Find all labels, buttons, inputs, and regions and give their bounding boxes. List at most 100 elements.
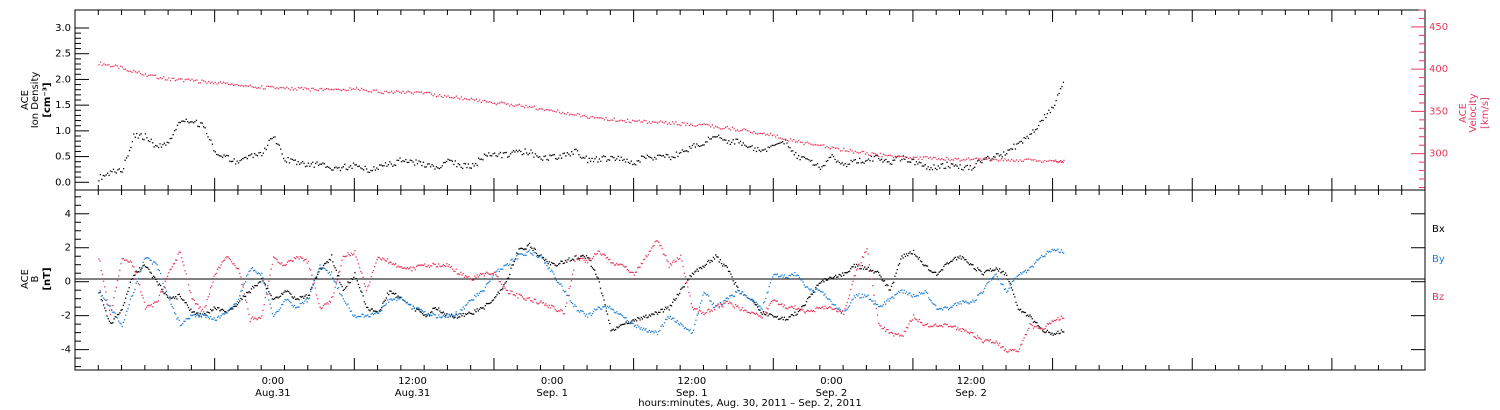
- by-point: [357, 315, 360, 318]
- density-point: [344, 163, 346, 165]
- bz-point: [357, 263, 360, 265]
- velocity-point: [472, 98, 474, 101]
- by-point: [853, 295, 855, 297]
- velocity-point: [219, 81, 221, 83]
- by-point: [502, 268, 504, 270]
- density-point: [636, 160, 638, 162]
- bx-point: [1006, 274, 1008, 277]
- bz-point: [626, 268, 628, 271]
- bz-point: [697, 311, 699, 313]
- bx-point: [789, 316, 791, 318]
- density-point: [371, 169, 374, 172]
- density-point: [243, 156, 246, 159]
- bx-point: [847, 271, 850, 273]
- by-point: [182, 323, 184, 325]
- bx-point: [417, 308, 419, 310]
- bz-point: [219, 267, 221, 269]
- by-point: [1053, 248, 1056, 251]
- bz-point: [633, 274, 635, 276]
- density-point: [117, 169, 119, 171]
- by-point: [507, 264, 510, 267]
- density-point: [968, 168, 970, 171]
- bz-point: [881, 327, 883, 330]
- bx-point: [467, 312, 469, 315]
- bx-point: [713, 258, 716, 260]
- bz-point: [609, 258, 611, 261]
- by-point: [965, 300, 967, 302]
- velocity-point: [404, 92, 406, 95]
- velocity-point: [572, 114, 574, 116]
- velocity-point: [143, 74, 145, 76]
- bx-point: [550, 261, 553, 264]
- by-point: [200, 316, 202, 318]
- bx-point: [219, 310, 221, 312]
- bx-point: [125, 297, 127, 299]
- velocity-point: [901, 155, 903, 157]
- by-point: [317, 271, 319, 273]
- bz-point: [162, 288, 164, 290]
- bx-point: [900, 258, 902, 260]
- velocity-point: [939, 159, 941, 161]
- bz-point: [898, 335, 901, 337]
- velocity-point: [944, 159, 946, 161]
- bz-point: [220, 264, 222, 266]
- bz-point: [612, 262, 614, 264]
- bz-point: [197, 303, 199, 306]
- velocity-point: [98, 64, 100, 66]
- velocity-point: [922, 156, 925, 158]
- density-point: [944, 167, 947, 169]
- bx-point: [943, 265, 945, 268]
- bx-point: [724, 265, 726, 267]
- by-point: [772, 276, 774, 278]
- legend-bx: Bx: [1432, 224, 1445, 235]
- density-point: [408, 161, 410, 164]
- by-point: [513, 259, 516, 261]
- bz-point: [210, 287, 212, 289]
- velocity-point: [889, 154, 891, 156]
- velocity-point: [959, 160, 961, 162]
- bx-point: [830, 276, 832, 279]
- by-point: [743, 294, 745, 296]
- by-point: [936, 308, 938, 310]
- by-point: [836, 307, 838, 309]
- bx-point: [712, 256, 715, 259]
- density-point: [323, 163, 326, 165]
- by-point: [682, 325, 684, 327]
- bz-point: [355, 256, 357, 258]
- bz-point: [200, 310, 202, 312]
- bz-point: [1053, 319, 1056, 321]
- bz-point: [194, 303, 197, 305]
- velocity-point: [1020, 160, 1023, 162]
- bz-point: [689, 295, 691, 297]
- density-point: [805, 158, 807, 160]
- by-point: [922, 293, 924, 295]
- by-point: [125, 314, 127, 316]
- velocity-point: [688, 124, 690, 127]
- density-point: [555, 157, 557, 160]
- bx-point: [1059, 332, 1061, 334]
- bx-point: [254, 284, 256, 287]
- bx-point: [314, 277, 317, 279]
- density-point: [942, 163, 944, 165]
- by-point: [603, 305, 605, 308]
- density-point: [786, 142, 788, 144]
- by-point: [760, 307, 762, 309]
- density-point: [1023, 137, 1025, 139]
- by-point: [662, 325, 665, 328]
- bz-point: [807, 309, 809, 311]
- density-tick-label: 2.5: [55, 49, 71, 60]
- density-point: [693, 143, 695, 145]
- bz-point: [548, 304, 550, 306]
- velocity-point: [738, 130, 740, 133]
- velocity-point: [385, 90, 388, 92]
- velocity-point: [299, 87, 301, 89]
- bz-point: [568, 287, 570, 290]
- by-point: [973, 301, 975, 303]
- by-point: [170, 303, 172, 305]
- bx-point: [769, 313, 772, 315]
- density-point: [675, 151, 678, 153]
- bx-point: [638, 317, 640, 319]
- density-point: [979, 161, 982, 163]
- bx-point: [570, 259, 573, 261]
